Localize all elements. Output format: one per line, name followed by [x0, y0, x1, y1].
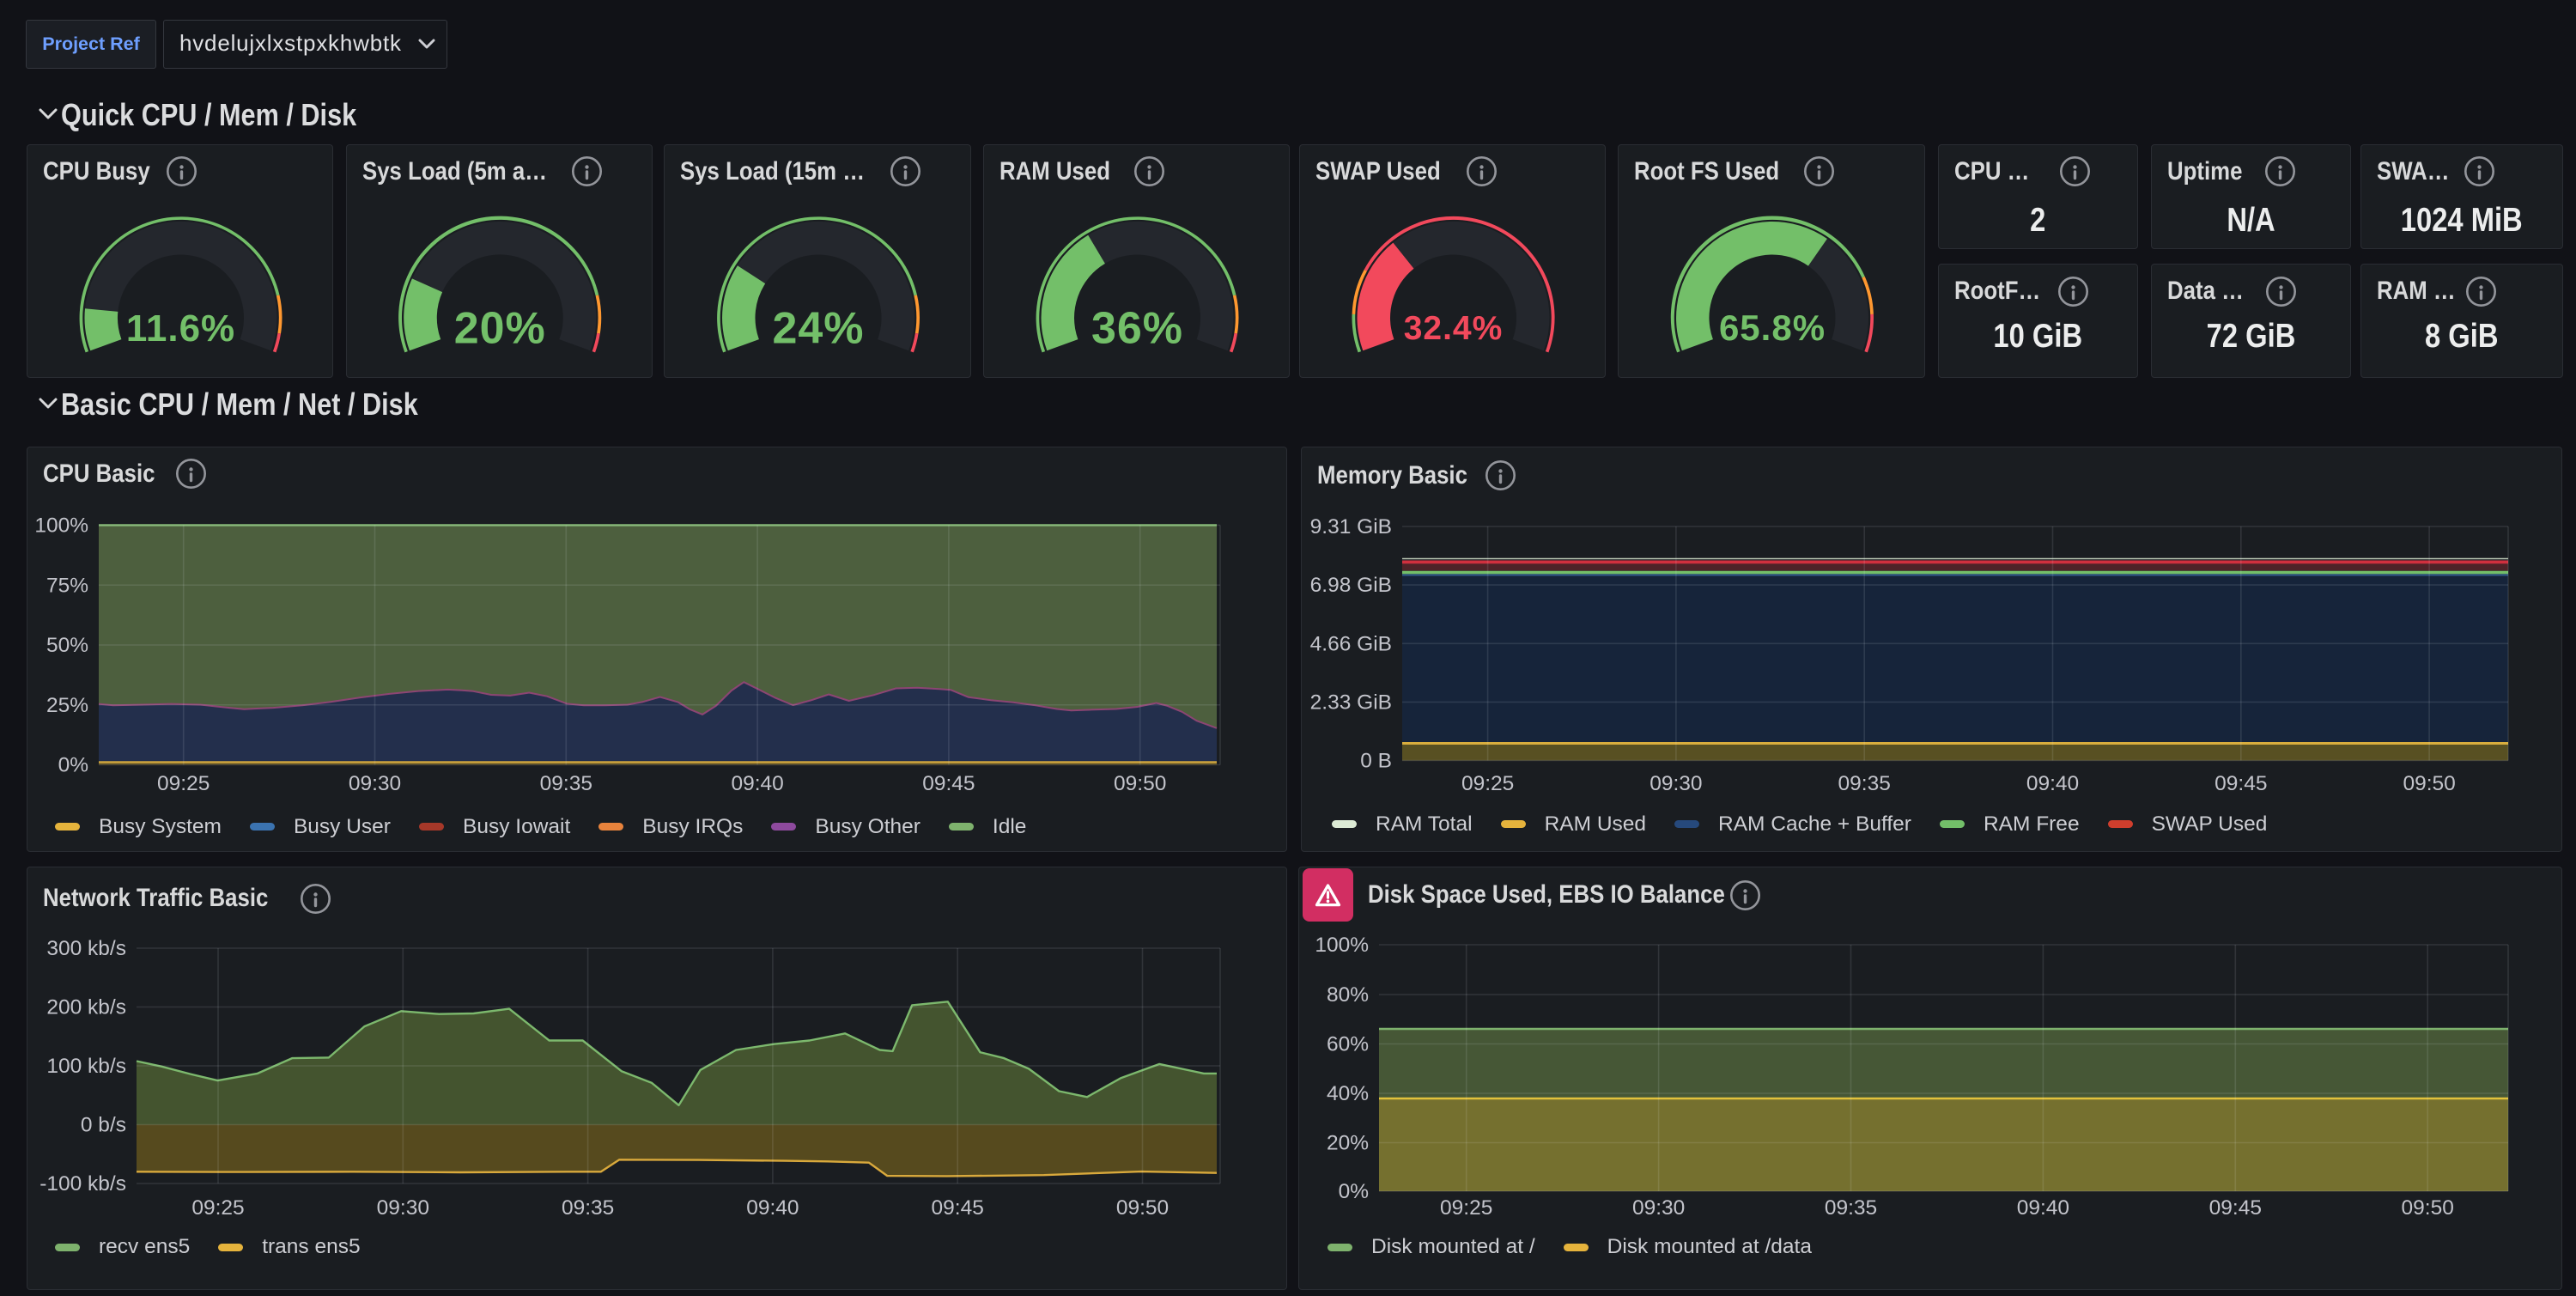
svg-text:09:25: 09:25	[191, 1196, 244, 1220]
svg-text:09:45: 09:45	[932, 1196, 984, 1220]
svg-text:80%: 80%	[1327, 983, 1369, 1007]
svg-text:300 kb/s: 300 kb/s	[46, 937, 126, 960]
svg-text:09:35: 09:35	[1838, 772, 1891, 795]
svg-text:09:40: 09:40	[2017, 1196, 2069, 1220]
svg-text:11.6%: 11.6%	[126, 307, 235, 349]
svg-text:60%: 60%	[1327, 1033, 1369, 1056]
svg-text:9.31 GiB: 9.31 GiB	[1310, 515, 1392, 538]
svg-text:0%: 0%	[58, 753, 88, 776]
svg-text:09:50: 09:50	[2402, 1196, 2454, 1220]
svg-text:09:30: 09:30	[349, 772, 401, 795]
svg-text:20%: 20%	[1327, 1132, 1369, 1155]
svg-text:09:45: 09:45	[922, 772, 975, 795]
svg-text:09:30: 09:30	[1632, 1196, 1685, 1220]
svg-text:200 kb/s: 200 kb/s	[46, 996, 126, 1019]
svg-text:100 kb/s: 100 kb/s	[46, 1055, 126, 1078]
svg-text:50%: 50%	[46, 634, 88, 657]
svg-text:0 b/s: 0 b/s	[81, 1114, 126, 1137]
svg-text:09:35: 09:35	[540, 772, 592, 795]
svg-text:09:45: 09:45	[2209, 1196, 2262, 1220]
svg-text:75%: 75%	[46, 574, 88, 597]
svg-text:65.8%: 65.8%	[1719, 307, 1826, 348]
svg-text:09:45: 09:45	[2215, 772, 2267, 795]
svg-text:09:40: 09:40	[731, 772, 783, 795]
svg-text:09:50: 09:50	[1114, 772, 1166, 795]
svg-text:100%: 100%	[1315, 934, 1369, 957]
svg-text:25%: 25%	[46, 693, 88, 716]
svg-text:0 B: 0 B	[1360, 749, 1392, 772]
svg-text:09:25: 09:25	[1440, 1196, 1492, 1220]
svg-text:09:50: 09:50	[2403, 772, 2455, 795]
svg-text:-100 kb/s: -100 kb/s	[39, 1172, 126, 1196]
svg-text:09:25: 09:25	[1461, 772, 1514, 795]
svg-text:36%: 36%	[1091, 303, 1183, 353]
svg-text:6.98 GiB: 6.98 GiB	[1310, 574, 1392, 597]
svg-text:09:35: 09:35	[562, 1196, 614, 1220]
svg-text:2.33 GiB: 2.33 GiB	[1310, 691, 1392, 714]
svg-text:09:35: 09:35	[1825, 1196, 1877, 1220]
svg-text:09:40: 09:40	[2026, 772, 2079, 795]
svg-text:4.66 GiB: 4.66 GiB	[1310, 632, 1392, 655]
svg-text:40%: 40%	[1327, 1082, 1369, 1105]
svg-text:20%: 20%	[454, 303, 546, 353]
svg-text:09:50: 09:50	[1116, 1196, 1169, 1220]
svg-text:09:40: 09:40	[746, 1196, 799, 1220]
svg-text:09:30: 09:30	[1649, 772, 1702, 795]
svg-text:0%: 0%	[1339, 1180, 1369, 1203]
svg-text:32.4%: 32.4%	[1404, 310, 1504, 347]
svg-text:09:25: 09:25	[157, 772, 210, 795]
svg-text:09:30: 09:30	[377, 1196, 429, 1220]
svg-text:100%: 100%	[34, 514, 88, 537]
svg-text:24%: 24%	[772, 303, 864, 353]
